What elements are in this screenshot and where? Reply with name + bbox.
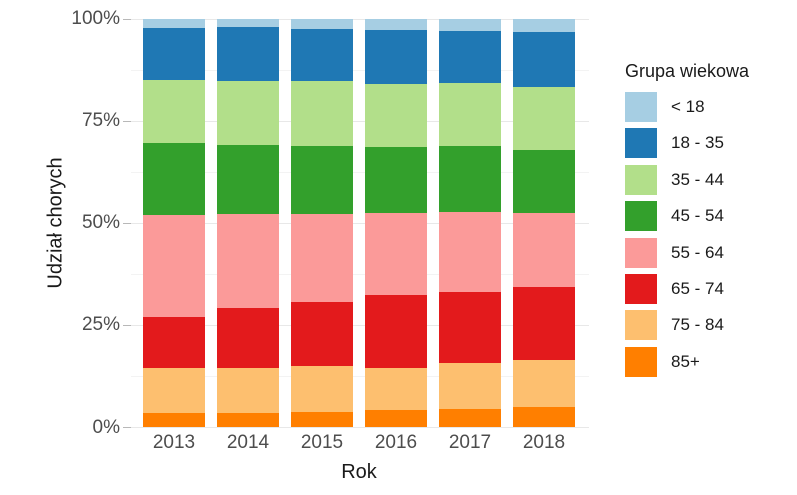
bar-segment	[217, 144, 279, 214]
bar-segment	[217, 81, 279, 145]
bar-segment	[365, 409, 427, 428]
bar-segment	[143, 143, 205, 216]
bar-segment	[513, 87, 575, 151]
y-tick-mark	[123, 324, 131, 326]
bar-segment	[365, 212, 427, 296]
x-tick-label: 2013	[152, 432, 196, 453]
gridline-major	[131, 324, 589, 326]
legend-item-label: 75 - 84	[671, 315, 724, 335]
bar-segment	[439, 82, 501, 147]
bar-segment	[439, 291, 501, 364]
bar-segment	[439, 146, 501, 212]
bar-segment	[143, 27, 205, 80]
bar-segment	[217, 412, 279, 428]
gridline-minor	[131, 273, 589, 275]
bar-segment	[513, 286, 575, 361]
gridline-major	[131, 427, 589, 428]
bar-segment	[513, 19, 575, 32]
bar-segment	[143, 215, 205, 317]
gridline-major	[131, 222, 589, 224]
legend-item-label: 65 - 74	[671, 279, 724, 298]
bar-segment	[291, 81, 353, 147]
bar-segment	[365, 19, 427, 31]
legend-title: Grupa wiekowa	[625, 61, 750, 81]
gridline-major	[131, 120, 589, 122]
bar-segment	[513, 150, 575, 214]
bar-segment	[439, 363, 501, 410]
y-tick-mark	[123, 120, 131, 122]
bar-segment	[513, 31, 575, 88]
x-tick-label: 2014	[226, 432, 270, 453]
legend-item-label: 45 - 54	[671, 206, 724, 226]
legend-item-label: 18 - 35	[671, 133, 724, 153]
bar-segment	[439, 211, 501, 292]
legend-swatch	[625, 237, 657, 268]
y-tick-mark	[123, 427, 131, 428]
legend-swatch	[625, 164, 657, 195]
bar-segment	[143, 79, 205, 144]
x-tick-label: 2016	[374, 432, 418, 453]
bar-segment	[365, 295, 427, 368]
bar-segment	[365, 367, 427, 410]
y-tick-mark	[123, 18, 131, 20]
y-tick-label: 50%	[81, 212, 120, 234]
bar-segment	[291, 19, 353, 30]
bar-segment	[143, 413, 205, 428]
bar-segment	[217, 368, 279, 413]
gridline-major	[131, 18, 589, 20]
bar-segment	[513, 406, 575, 428]
bar-segment	[365, 30, 427, 84]
legend-swatch	[625, 346, 657, 377]
bar-segment	[365, 146, 427, 213]
y-tick-label: 75%	[81, 110, 120, 132]
legend-item-label: 85+	[671, 351, 700, 371]
x-tick-label: 2018	[522, 432, 566, 453]
y-tick-mark	[123, 222, 131, 224]
bar-segment	[513, 360, 575, 407]
gridline-minor	[131, 375, 589, 377]
legend-item-label: < 18	[671, 97, 705, 116]
y-tick-label: 25%	[81, 314, 120, 336]
legend-item-label: 55 - 64	[671, 242, 724, 262]
bar-segment	[143, 316, 205, 369]
bar-segment	[513, 213, 575, 287]
legend: Grupa wiekowa < 18 18 - 35 35 - 44 45 - 54 5…	[625, 61, 795, 377]
y-tick-label: 100%	[71, 8, 120, 29]
bar-segment	[291, 365, 353, 412]
legend-swatch	[625, 310, 657, 341]
legend-swatch	[625, 92, 657, 122]
gridline-minor	[131, 171, 589, 173]
bar-2014	[217, 19, 279, 428]
bar-2018	[513, 19, 575, 428]
gridline-minor	[131, 69, 589, 71]
bar-segment	[217, 19, 279, 28]
bar-segment	[291, 29, 353, 82]
bar-2015	[291, 19, 353, 428]
bar-segment	[143, 368, 205, 414]
legend-swatch	[625, 201, 657, 232]
bar-segment	[365, 83, 427, 147]
x-tick-label: 2015	[300, 432, 344, 453]
bar-2013	[143, 19, 205, 428]
bar-segment	[291, 146, 353, 215]
bar-segment	[291, 214, 353, 303]
bar-segment	[217, 307, 279, 369]
legend-swatch	[625, 128, 657, 159]
x-axis-title: Rok	[341, 461, 377, 483]
bar-segment	[439, 19, 501, 31]
bar-segment	[217, 27, 279, 82]
bar-2017	[439, 19, 501, 428]
bar-segment	[291, 411, 353, 428]
legend-item-label: 35 - 44	[671, 169, 724, 189]
bar-segment	[143, 19, 205, 28]
bar-segment	[439, 409, 501, 428]
y-tick-label: 0%	[92, 416, 120, 438]
bar-segment	[217, 213, 279, 308]
legend-swatch	[625, 274, 657, 304]
bar-segment	[291, 302, 353, 366]
bar-2016	[365, 19, 427, 428]
x-tick-label: 2017	[448, 432, 492, 453]
bar-segment	[439, 30, 501, 83]
